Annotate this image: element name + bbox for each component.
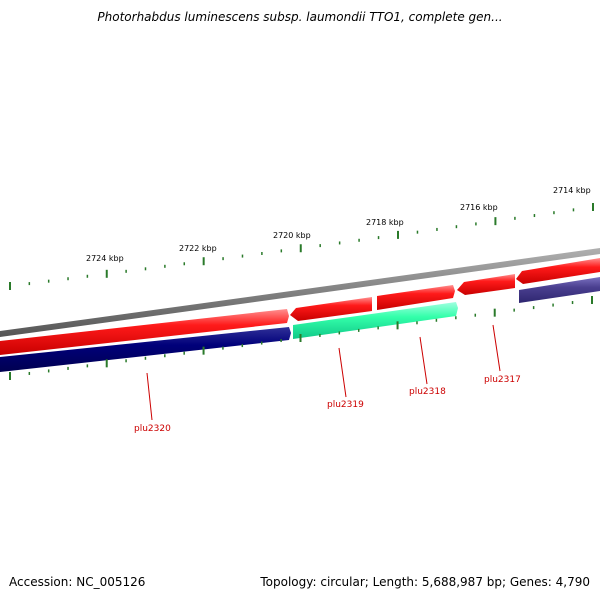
scale-label-2722: 2722 kbp [179,244,217,253]
leader-plu2317 [492,324,501,372]
gene-label-plu2317[interactable]: plu2317 [484,375,521,385]
gene-plu2320-arrow[interactable] [0,327,291,372]
scale-label-2718: 2718 kbp [366,218,404,227]
scale-label-2724: 2724 kbp [86,254,124,263]
scale-label-2720: 2720 kbp [273,231,311,240]
gene-plu2317-arrow[interactable] [457,274,515,295]
gene-plu2319-arrow[interactable] [293,302,458,339]
gene-labels: plu2320 plu2319 plu2318 plu2317 [134,375,521,434]
accession-label: Accession: NC_005126 [9,575,146,589]
inner-scale-ticks [9,296,593,380]
scale-labels: 2724 kbp 2722 kbp 2720 kbp 2718 kbp 2716… [86,186,591,263]
gene-label-plu2320[interactable]: plu2320 [134,424,171,434]
forward-feature-5[interactable] [516,258,600,284]
genome-summary: Topology: circular; Length: 5,688,987 bp… [260,575,590,589]
leader-plu2318 [419,336,428,385]
map-title: Photorhabdus luminescens subsp. laumondi… [97,10,503,24]
gene-label-plu2318[interactable]: plu2318 [409,387,446,397]
forward-feature-1[interactable] [0,309,289,355]
gene-label-leaders [146,324,501,421]
genome-backbone [0,248,600,337]
forward-feature-2[interactable] [290,297,372,321]
leader-plu2319 [338,347,347,398]
outer-scale-ticks [9,203,594,290]
gene-label-plu2319[interactable]: plu2319 [327,400,364,410]
reverse-feature-muted[interactable] [519,277,600,303]
forward-feature-3[interactable] [377,285,455,310]
scale-label-2716: 2716 kbp [460,203,498,212]
leader-plu2320 [146,372,153,421]
scale-label-2714: 2714 kbp [553,186,591,195]
